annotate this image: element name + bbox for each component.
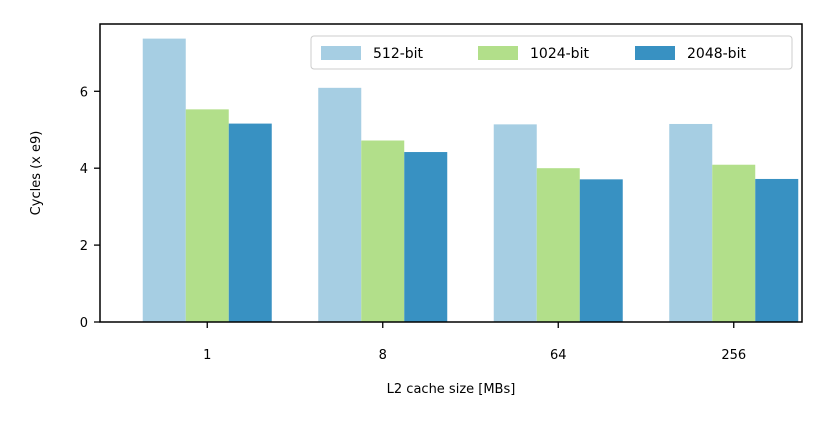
x-tick-label: 64 <box>550 348 567 363</box>
bar-512-bit-256 <box>669 123 713 322</box>
y-tick-label: 2 <box>80 239 88 254</box>
bar-2048-bit-256 <box>755 178 799 322</box>
bar-512-bit-1 <box>142 38 186 323</box>
x-tick-label: 256 <box>721 348 746 363</box>
bar-1024-bit-8 <box>361 140 405 322</box>
x-tick-label: 8 <box>379 348 387 363</box>
axes-layer <box>99 23 803 323</box>
bar-512-bit-8 <box>318 87 362 322</box>
bar-2048-bit-64 <box>579 179 623 322</box>
y-tick-label: 6 <box>80 85 88 100</box>
legend-swatch-2048-bit <box>635 46 675 60</box>
plot-frame <box>99 23 803 323</box>
x-tick-label: 1 <box>203 348 211 363</box>
legend: 512-bit 1024-bit 2048-bit <box>310 35 793 70</box>
bar-1024-bit-64 <box>536 168 580 322</box>
legend-label-1024-bit: 1024-bit <box>530 46 589 62</box>
y-axis-label: Cycles (x e9) <box>29 131 44 216</box>
bars-layer <box>142 38 799 323</box>
bar-1024-bit-256 <box>712 164 756 322</box>
y-axis-ticks: 0 2 4 6 <box>80 85 100 331</box>
legend-label-2048-bit: 2048-bit <box>687 46 746 62</box>
legend-swatch-512-bit <box>321 46 361 60</box>
bar-1024-bit-1 <box>185 109 229 322</box>
x-axis-ticks: 1 8 64 256 <box>203 322 746 363</box>
x-axis-label: L2 cache size [MBs] <box>387 382 516 397</box>
legend-swatch-1024-bit <box>478 46 518 60</box>
legend-label-512-bit: 512-bit <box>373 46 424 62</box>
y-tick-label: 4 <box>80 162 88 177</box>
bar-512-bit-64 <box>493 124 537 322</box>
bar-2048-bit-8 <box>404 152 448 322</box>
y-tick-label: 0 <box>80 316 88 331</box>
bar-2048-bit-1 <box>228 123 272 322</box>
legend-frame <box>310 35 793 70</box>
